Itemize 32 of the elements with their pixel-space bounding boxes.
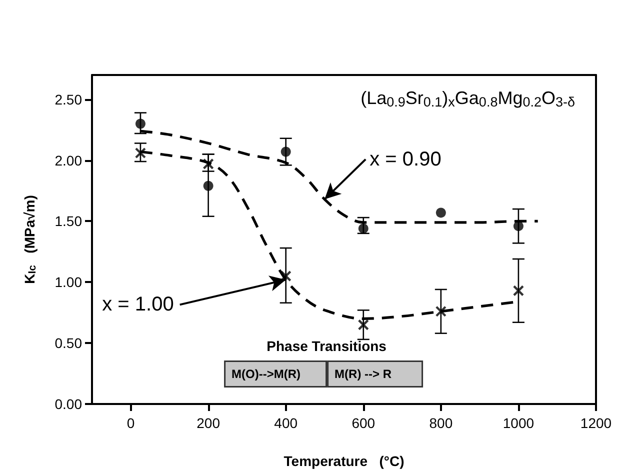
point xyxy=(513,221,524,232)
y-tick-label: 2.50 xyxy=(54,91,82,108)
point xyxy=(436,208,446,218)
annotation: Phase Transitions xyxy=(266,338,387,354)
y-tick-label: 2.00 xyxy=(54,152,82,168)
x-tick-label: 1200 xyxy=(580,415,612,431)
annotation: M(R) --> R xyxy=(334,367,392,381)
point xyxy=(134,147,146,159)
x-axis-title: Temperature (°C) xyxy=(284,453,404,469)
point xyxy=(435,306,447,317)
x-tick-label: 0 xyxy=(126,415,135,431)
point xyxy=(280,270,292,282)
annotation: x = 0.90 xyxy=(370,148,442,170)
y-axis-title: KIc (MPa√m) xyxy=(21,195,38,284)
annotation: M(O)-->M(R) xyxy=(232,367,301,381)
point xyxy=(358,224,368,234)
x-tick-label: 400 xyxy=(274,415,298,431)
y-tick-label: 1.50 xyxy=(54,213,82,230)
point xyxy=(280,146,291,157)
point xyxy=(358,319,369,330)
x-tick-label: 600 xyxy=(352,415,376,431)
y-tick-label: 1.00 xyxy=(54,274,82,290)
x-tick-label: 1000 xyxy=(502,415,534,431)
x-tick-label: 800 xyxy=(429,415,453,431)
y-tick-label: 0.50 xyxy=(54,335,82,352)
y-tick-label: 0.00 xyxy=(54,396,82,412)
point xyxy=(512,285,524,296)
point xyxy=(202,158,214,170)
annotation: x = 1.00 xyxy=(102,294,174,316)
x-tick-label: 200 xyxy=(196,415,220,431)
point xyxy=(203,180,214,191)
point xyxy=(135,118,146,129)
